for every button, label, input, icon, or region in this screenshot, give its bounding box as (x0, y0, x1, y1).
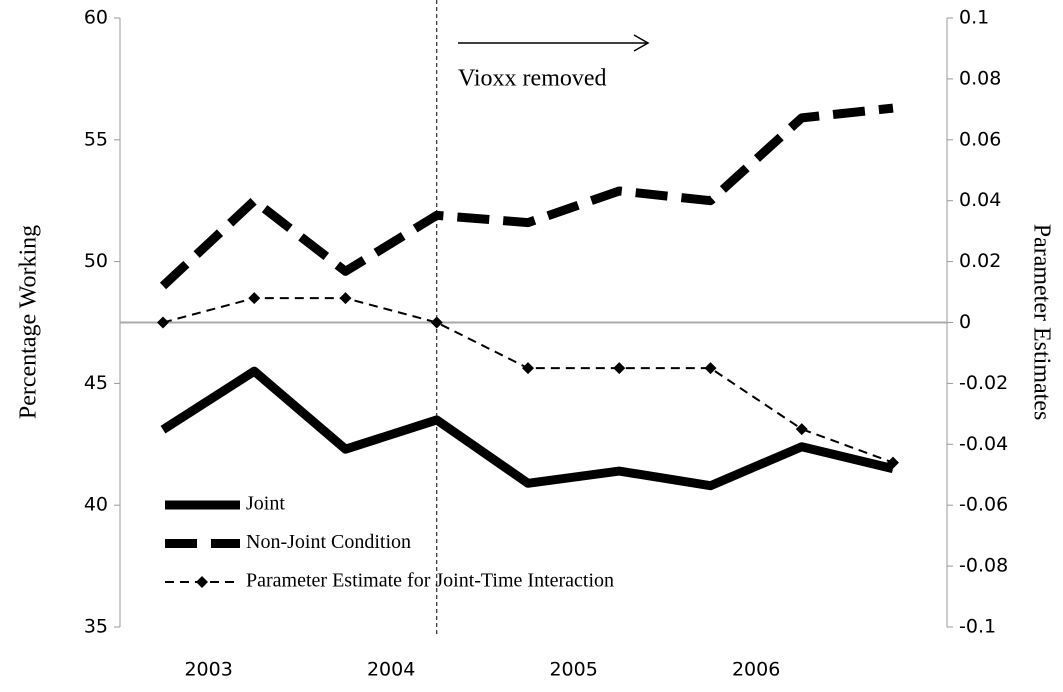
x-group-label: 2003 (184, 659, 232, 681)
series-line (159, 103, 894, 290)
y2-tick-label: 0.02 (959, 250, 1001, 272)
legend-label: Parameter Estimate for Joint-Time Intera… (246, 570, 614, 592)
data-marker (339, 292, 352, 305)
y2-tick-label: -0.08 (959, 555, 1008, 577)
y-tick-label: 45 (84, 372, 108, 394)
x-group-label: 2004 (367, 659, 415, 681)
data-marker (795, 423, 808, 436)
y2-axis-title: Parameter Estimates (1028, 224, 1054, 421)
y-tick-label: 50 (84, 250, 108, 272)
series-line (160, 366, 895, 491)
y2-tick-label: 0 (959, 311, 971, 333)
y-axis-title: Percentage Working (16, 225, 42, 419)
y2-tick-label: 0.08 (959, 67, 1001, 89)
y2-tick-label: 0.1 (959, 7, 989, 29)
data-marker (248, 292, 261, 305)
x-group-label: 2005 (549, 659, 597, 681)
x-group-label: 2006 (732, 659, 780, 681)
y2-tick-label: -0.04 (959, 433, 1008, 455)
y-tick-label: 35 (84, 616, 108, 638)
annotation-arrowhead (633, 34, 650, 52)
y-tick-label: 60 (84, 7, 108, 29)
y2-tick-label: -0.06 (959, 494, 1008, 516)
legend-label: Non-Joint Condition (246, 531, 411, 553)
data-marker (613, 362, 626, 375)
data-marker (522, 362, 534, 375)
y2-tick-label: 0.04 (959, 189, 1001, 211)
data-marker (704, 362, 717, 375)
legend-marker (196, 576, 208, 588)
data-marker (887, 456, 899, 469)
y-tick-label: 40 (84, 494, 108, 516)
y2-tick-label: -0.02 (959, 372, 1008, 394)
y2-tick-label: 0.06 (959, 128, 1001, 150)
data-marker (430, 316, 443, 329)
y2-tick-label: -0.1 (959, 616, 996, 638)
y-tick-label: 55 (84, 128, 108, 150)
legend-label: Joint (246, 493, 285, 515)
annotation: Vioxx removed (458, 66, 607, 92)
data-marker (157, 316, 169, 329)
